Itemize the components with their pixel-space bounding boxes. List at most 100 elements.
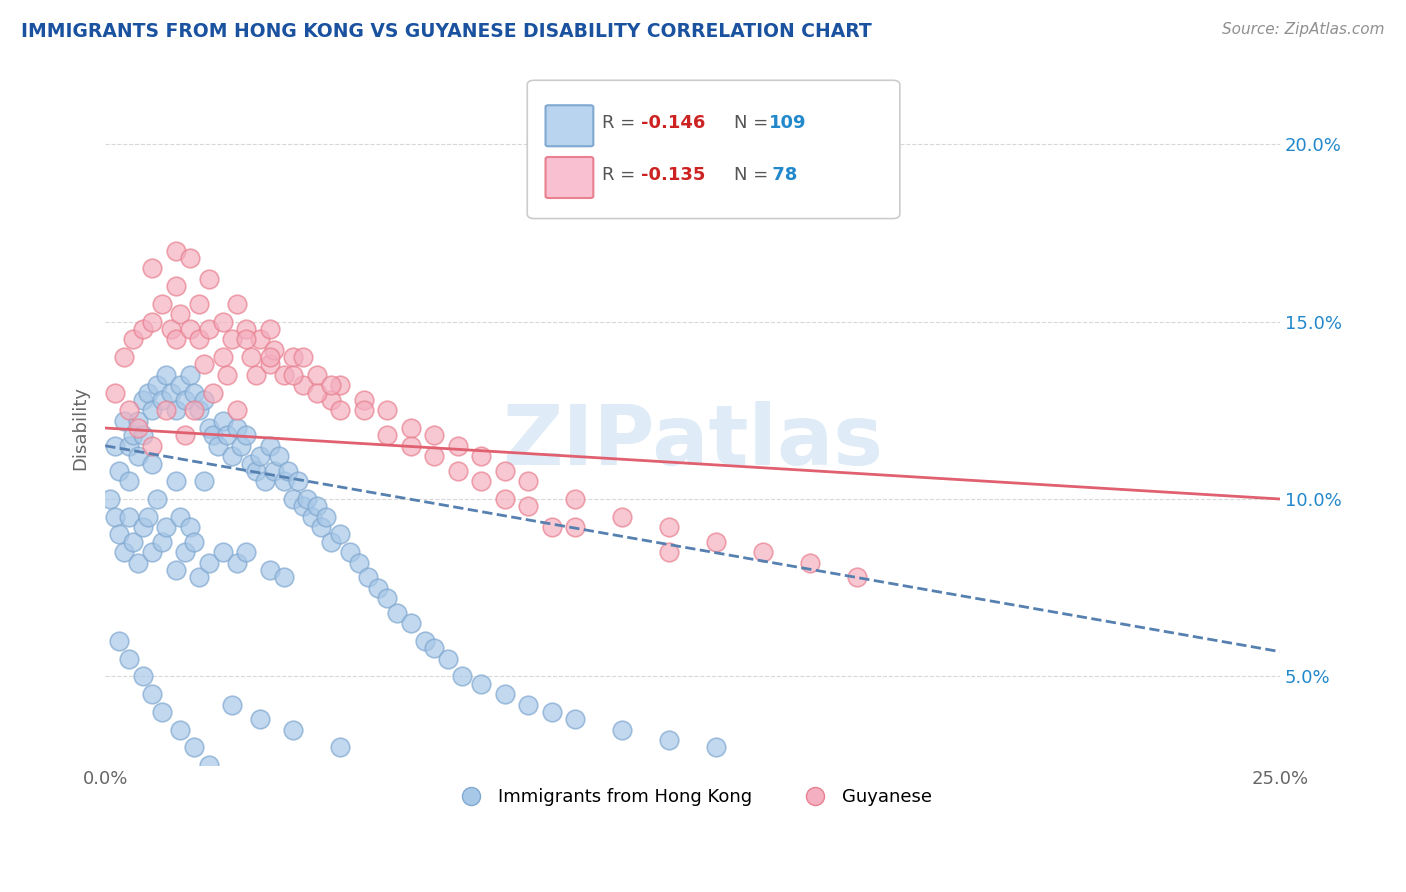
Text: 109: 109 — [769, 114, 807, 132]
Point — [846, 570, 869, 584]
Point — [155, 368, 177, 382]
Point — [221, 332, 243, 346]
Text: -0.135: -0.135 — [641, 166, 706, 184]
Point — [169, 308, 191, 322]
Point — [179, 368, 201, 382]
Point — [259, 439, 281, 453]
Point — [150, 705, 173, 719]
Point — [494, 491, 516, 506]
Point — [399, 616, 422, 631]
Point — [273, 475, 295, 489]
Point — [169, 509, 191, 524]
Point — [305, 499, 328, 513]
Point — [245, 464, 267, 478]
Point — [291, 350, 314, 364]
Point — [319, 392, 342, 407]
Point — [235, 545, 257, 559]
Point — [517, 475, 540, 489]
Point — [249, 450, 271, 464]
Point — [155, 403, 177, 417]
Point — [470, 676, 492, 690]
Point — [211, 414, 233, 428]
Point — [202, 428, 225, 442]
Point — [564, 712, 586, 726]
Point — [104, 509, 127, 524]
Point — [446, 464, 468, 478]
Point — [211, 545, 233, 559]
Point — [112, 545, 135, 559]
Point — [704, 740, 727, 755]
Point — [160, 321, 183, 335]
Text: Source: ZipAtlas.com: Source: ZipAtlas.com — [1222, 22, 1385, 37]
Point — [437, 651, 460, 665]
Point — [267, 450, 290, 464]
Point — [259, 357, 281, 371]
Point — [197, 272, 219, 286]
Y-axis label: Disability: Disability — [72, 386, 89, 470]
Point — [540, 520, 562, 534]
Point — [150, 297, 173, 311]
Point — [249, 712, 271, 726]
Point — [287, 475, 309, 489]
Point — [259, 563, 281, 577]
Point — [329, 527, 352, 541]
Point — [132, 392, 155, 407]
Point — [127, 414, 149, 428]
Point — [305, 368, 328, 382]
Point — [225, 403, 247, 417]
Point — [165, 403, 187, 417]
Point — [253, 475, 276, 489]
Point — [339, 545, 361, 559]
Point — [319, 534, 342, 549]
Point — [470, 450, 492, 464]
Point — [122, 428, 145, 442]
Point — [375, 403, 398, 417]
Point — [141, 457, 163, 471]
Point — [217, 428, 239, 442]
Legend: Immigrants from Hong Kong, Guyanese: Immigrants from Hong Kong, Guyanese — [446, 781, 939, 814]
Point — [118, 439, 141, 453]
Point — [165, 332, 187, 346]
Point — [169, 378, 191, 392]
Point — [353, 392, 375, 407]
Point — [197, 421, 219, 435]
Point — [179, 251, 201, 265]
Point — [193, 475, 215, 489]
Point — [160, 385, 183, 400]
Point — [174, 392, 197, 407]
Point — [517, 499, 540, 513]
Point — [494, 687, 516, 701]
Point — [183, 385, 205, 400]
Point — [658, 733, 681, 747]
Point — [221, 450, 243, 464]
Point — [193, 392, 215, 407]
Point — [112, 414, 135, 428]
Point — [704, 534, 727, 549]
Point — [273, 570, 295, 584]
Point — [104, 439, 127, 453]
Point — [231, 439, 253, 453]
Point — [188, 570, 211, 584]
Point — [235, 332, 257, 346]
Text: N =: N = — [734, 166, 773, 184]
Point — [259, 350, 281, 364]
Point — [207, 439, 229, 453]
Point — [127, 556, 149, 570]
Point — [225, 421, 247, 435]
Point — [399, 439, 422, 453]
Point — [197, 556, 219, 570]
Point — [283, 350, 305, 364]
Point — [183, 740, 205, 755]
Point — [239, 457, 262, 471]
Point — [108, 527, 131, 541]
Point — [136, 509, 159, 524]
Point — [283, 368, 305, 382]
Point — [249, 332, 271, 346]
Point — [277, 464, 299, 478]
Point — [283, 491, 305, 506]
Point — [259, 321, 281, 335]
Point — [188, 403, 211, 417]
Point — [183, 403, 205, 417]
Text: IMMIGRANTS FROM HONG KONG VS GUYANESE DISABILITY CORRELATION CHART: IMMIGRANTS FROM HONG KONG VS GUYANESE DI… — [21, 22, 872, 41]
Point — [423, 428, 446, 442]
